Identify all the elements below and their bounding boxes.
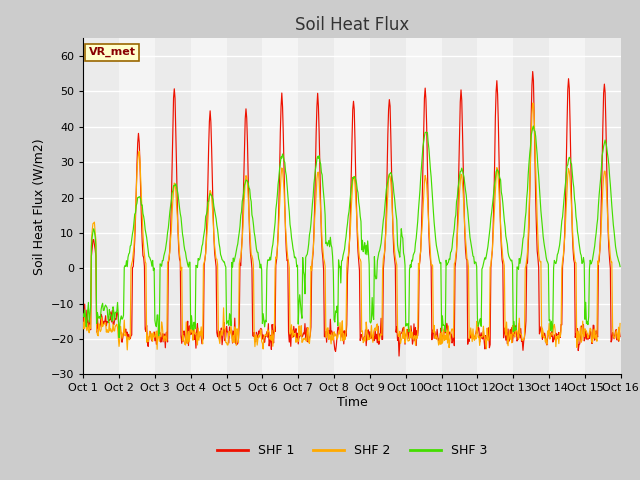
Bar	[513, 38, 549, 374]
Text: VR_met: VR_met	[88, 47, 136, 58]
Bar	[298, 38, 334, 374]
Bar	[585, 38, 621, 374]
Bar	[442, 38, 477, 374]
Bar	[227, 38, 262, 374]
Bar	[191, 38, 227, 374]
Bar	[262, 38, 298, 374]
Bar	[155, 38, 191, 374]
Bar	[119, 38, 155, 374]
Bar	[406, 38, 442, 374]
Bar	[370, 38, 406, 374]
Legend: SHF 1, SHF 2, SHF 3: SHF 1, SHF 2, SHF 3	[212, 439, 492, 462]
Bar	[334, 38, 370, 374]
Bar	[477, 38, 513, 374]
Bar	[83, 38, 119, 374]
X-axis label: Time: Time	[337, 396, 367, 409]
Bar	[549, 38, 585, 374]
Y-axis label: Soil Heat Flux (W/m2): Soil Heat Flux (W/m2)	[32, 138, 45, 275]
Title: Soil Heat Flux: Soil Heat Flux	[295, 16, 409, 34]
